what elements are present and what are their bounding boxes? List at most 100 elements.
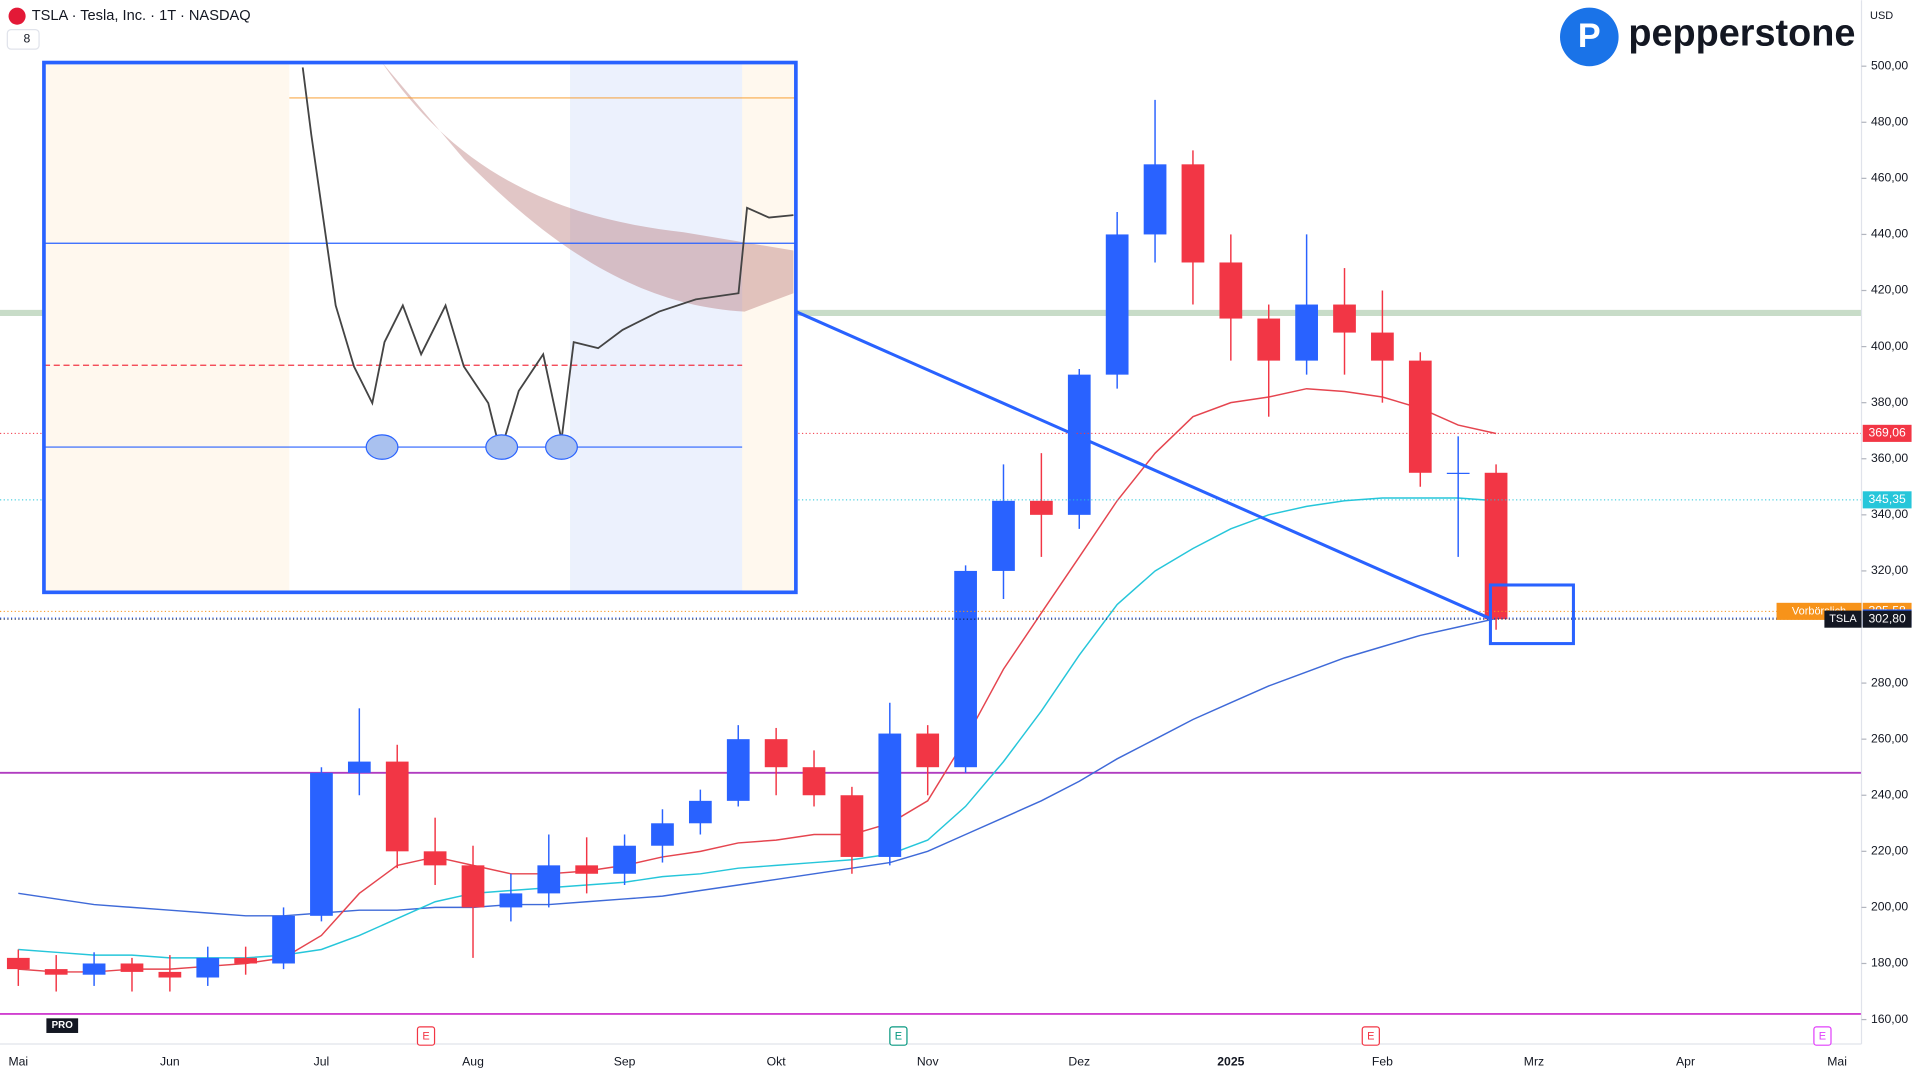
price-label: 345,35	[1869, 492, 1906, 506]
candle-body	[1105, 234, 1129, 375]
moving-average	[18, 617, 1497, 917]
candle-body	[1446, 472, 1470, 475]
price-label: 369,06	[1869, 426, 1906, 440]
candle-body	[1181, 164, 1205, 263]
y-tick-label: 360,00	[1871, 451, 1908, 465]
y-tick-label: 420,00	[1871, 283, 1908, 297]
y-tick-label: 180,00	[1871, 956, 1908, 970]
candle-body	[688, 800, 712, 824]
candle-body	[1408, 360, 1432, 473]
price-tag: TSLA	[1829, 613, 1857, 625]
candle-body	[423, 851, 447, 866]
candle-body	[44, 969, 68, 975]
x-tick-label: 2025	[1217, 1054, 1244, 1068]
x-tick-label: Jun	[160, 1054, 180, 1068]
candle-body	[726, 739, 750, 801]
y-tick-label: 380,00	[1871, 395, 1908, 409]
x-tick-label: Mrz	[1524, 1054, 1544, 1068]
event-marker	[1813, 1026, 1832, 1046]
candle-body	[461, 865, 485, 908]
brand-mark: P	[1578, 17, 1601, 55]
x-tick-label: Dez	[1068, 1054, 1090, 1068]
price-label-bg	[1862, 424, 1912, 442]
x-tick-label: Apr	[1676, 1054, 1695, 1068]
brand-name: pepperstone	[1628, 13, 1855, 55]
candle-body	[310, 772, 333, 916]
price-label-bg	[1862, 610, 1912, 628]
y-tick-label: 440,00	[1871, 227, 1908, 241]
y-tick-label: 160,00	[1871, 1012, 1908, 1026]
y-tick-label: 320,00	[1871, 563, 1908, 577]
candle-body	[1257, 318, 1281, 361]
x-tick-label: Feb	[1372, 1054, 1393, 1068]
inset	[42, 60, 1575, 646]
candle-body	[916, 733, 940, 768]
event-marker	[1361, 1026, 1380, 1046]
brand-logo	[1560, 7, 1619, 67]
inset-region	[289, 62, 571, 593]
inset-region	[570, 62, 743, 593]
y-tick-label: 260,00	[1871, 731, 1908, 745]
x-tick-label: Aug	[462, 1054, 484, 1068]
candle-body	[385, 761, 409, 852]
inset-marker	[365, 434, 399, 460]
y-tick-label: 280,00	[1871, 675, 1908, 689]
candle-body	[537, 865, 561, 894]
highlight-box	[1488, 583, 1575, 646]
currency: USD	[1870, 10, 1893, 22]
candle-body	[82, 963, 106, 975]
price-label-bg	[1862, 491, 1912, 509]
indicator-count[interactable]: 8	[23, 32, 30, 46]
indicator-toggle[interactable]	[6, 28, 40, 50]
price-tag-bg	[1824, 610, 1862, 628]
x-tick-label: Okt	[767, 1054, 787, 1068]
candle-body	[347, 761, 371, 773]
inset-marker	[485, 434, 519, 460]
y-tick-label: 240,00	[1871, 787, 1908, 801]
candle-body	[954, 570, 977, 768]
inset-marker	[545, 434, 578, 460]
candle-body	[6, 957, 30, 970]
candle-body	[1143, 164, 1167, 235]
event-label: E	[422, 1031, 429, 1043]
candle-body	[575, 865, 599, 874]
candle-body	[1371, 332, 1394, 361]
inset-frame	[42, 60, 798, 595]
x-tick-label: Jul	[314, 1054, 330, 1068]
y-tick-label: 200,00	[1871, 900, 1908, 914]
event-marker	[416, 1026, 436, 1046]
y-tick-label: 220,00	[1871, 844, 1908, 858]
candle-body	[1484, 472, 1508, 620]
moving-average	[18, 387, 1497, 973]
candle-body	[1030, 500, 1053, 515]
candle-body	[992, 500, 1015, 571]
symbol-icon	[8, 7, 26, 25]
candle-body	[499, 893, 523, 908]
x-tick-label: Nov	[917, 1054, 940, 1068]
badge: PRO	[52, 1020, 74, 1031]
candle-body	[1295, 304, 1318, 361]
y-tick-label: 400,00	[1871, 339, 1908, 353]
y-tick-label: 500,00	[1871, 58, 1908, 72]
header-title: TSLA · Tesla, Inc. · 1T · NASDAQ	[32, 8, 251, 24]
candle-body	[158, 971, 182, 978]
inset-band	[382, 62, 794, 312]
event-label: E	[895, 1031, 902, 1043]
x-tick-label: Sep	[614, 1054, 636, 1068]
connector	[795, 310, 1493, 621]
candle-body	[802, 767, 826, 796]
y-tick-label: 340,00	[1871, 507, 1908, 521]
candle-body	[613, 845, 636, 874]
candle-body	[651, 823, 674, 846]
candle-body	[840, 795, 864, 857]
candle-body	[764, 739, 788, 768]
candle-body	[1067, 374, 1091, 515]
y-tick-label: 480,00	[1871, 114, 1908, 128]
event-label: E	[1819, 1031, 1826, 1043]
candle-body	[878, 733, 902, 857]
candle-body	[1333, 304, 1356, 333]
candle-body	[120, 963, 144, 972]
event-label: E	[1367, 1031, 1374, 1043]
y-tick-label: 460,00	[1871, 171, 1908, 185]
